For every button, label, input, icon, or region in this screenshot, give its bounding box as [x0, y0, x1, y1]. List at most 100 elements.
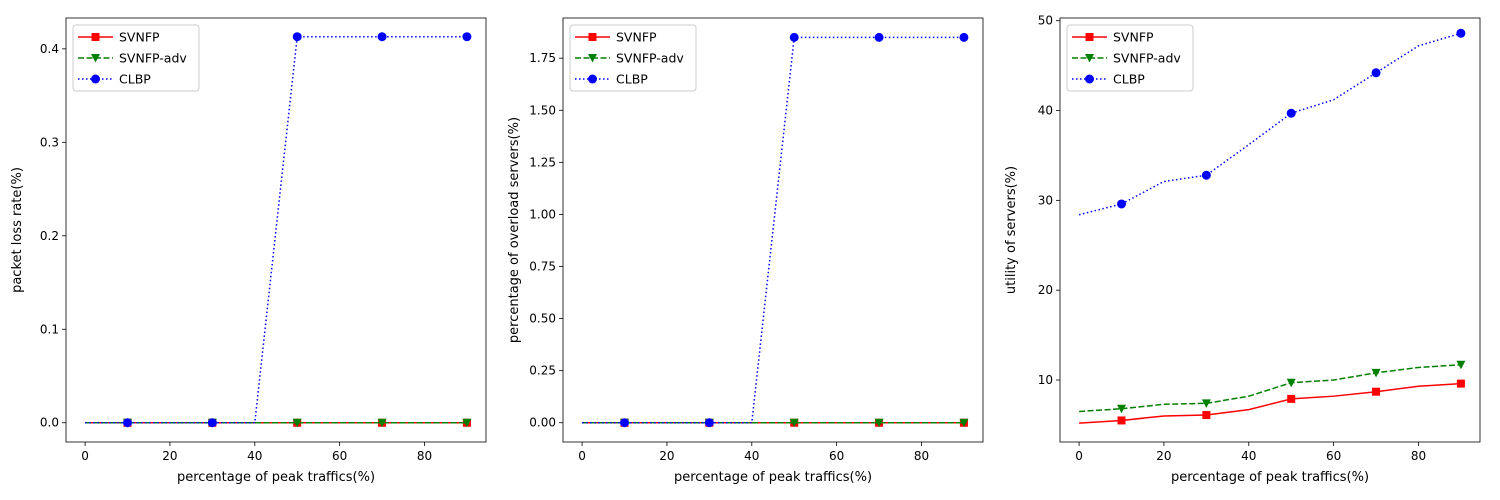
x-tick-label: 60 — [332, 449, 347, 463]
series-line-SVNFP-adv — [1079, 363, 1461, 413]
series-line-SVNFP — [1079, 382, 1461, 424]
y-tick-label: 0.75 — [529, 260, 556, 274]
data-point-CLBP — [1286, 108, 1296, 118]
x-tick-label: 40 — [744, 449, 759, 463]
legend-marker-SVNFP-adv — [91, 54, 100, 63]
x-tick-label: 20 — [659, 449, 674, 463]
y-tick-label: 0.4 — [40, 42, 59, 56]
y-tick-label: 10 — [1038, 373, 1053, 387]
x-tick-label: 40 — [1241, 449, 1256, 463]
x-tick-label: 60 — [1326, 449, 1341, 463]
data-point-CLBP — [292, 32, 302, 42]
y-tick-label: 0.3 — [40, 135, 59, 149]
x-tick-label: 0 — [578, 449, 586, 463]
x-axis-label: percentage of peak traffics(%) — [1171, 470, 1369, 485]
legend-marker-SVNFP — [1085, 33, 1094, 41]
legend-label: CLBP — [119, 72, 151, 87]
data-point-CLBP — [462, 32, 472, 42]
x-tick-label: 0 — [1075, 449, 1083, 463]
series-line-CLBP — [85, 35, 467, 424]
data-point-CLBP — [1117, 199, 1127, 209]
chart-panel-3: 0 20 40 60 80 10 20 30 40 50 percentage of peak tr… — [1004, 14, 1481, 485]
y-tick-label: 50 — [1038, 14, 1053, 28]
data-point-SVNFP-adv — [1371, 368, 1381, 378]
data-point-SVNFP-adv — [1201, 399, 1211, 408]
legend-box — [72, 24, 200, 92]
data-point-CLBP — [620, 418, 630, 428]
legend-marker-SVNFP — [91, 33, 100, 41]
x-tick-label: 40 — [247, 449, 262, 463]
legend-label: SVNFP — [1113, 30, 1154, 45]
data-point-SVNFP-adv — [874, 418, 884, 428]
data-point-CLBP — [704, 418, 714, 428]
data-point-SVNFP — [1287, 394, 1296, 403]
y-tick-label: 0.0 — [40, 416, 59, 430]
x-tick-label: 80 — [417, 449, 432, 463]
legend-label: SVNFP-adv — [119, 51, 187, 66]
data-point-CLBP — [1456, 28, 1466, 38]
data-point-SVNFP-adv — [1456, 360, 1466, 370]
legend-box — [569, 24, 697, 92]
legend-marker-CLBP — [91, 74, 100, 84]
data-point-SVNFP — [1202, 411, 1211, 420]
legend-marker-SVNFP-adv — [1085, 54, 1094, 63]
y-axis-label: percentage of overload servers(%) — [507, 117, 522, 343]
series-line-CLBP — [582, 36, 964, 424]
legend-marker-SVNFP — [588, 33, 597, 41]
legend: SVNFP SVNFP-adv CLBP — [72, 24, 200, 92]
series-line-CLBP — [1078, 32, 1462, 216]
y-tick-label: 0.1 — [40, 322, 59, 336]
chart-panel-2: 0 20 40 60 80 0.00 0.25 0.50 0.75 1.00 1.25 1.50 1.7… — [507, 17, 984, 485]
data-point-CLBP — [123, 418, 133, 428]
data-point-SVNFP-adv — [1286, 378, 1296, 388]
data-point-CLBP — [959, 32, 969, 42]
y-tick-label: 1.75 — [529, 51, 556, 65]
axes-frame — [1059, 17, 1481, 443]
legend-label: SVNFP — [119, 30, 160, 45]
y-axis-label: utility of servers(%) — [1004, 166, 1019, 294]
data-point-CLBP — [207, 418, 217, 428]
axes-frame — [65, 17, 487, 443]
x-tick-label: 0 — [81, 449, 89, 463]
x-axis-label: percentage of peak traffics(%) — [674, 470, 872, 485]
y-tick-label: 1.00 — [529, 207, 556, 221]
legend-label: SVNFP-adv — [1113, 51, 1181, 66]
y-axis-label: packet loss rate(%) — [10, 167, 25, 293]
data-point-SVNFP-adv — [959, 418, 969, 428]
data-point-SVNFP — [1456, 379, 1465, 388]
data-point-SVNFP-adv — [789, 418, 799, 428]
legend: SVNFP SVNFP-adv CLBP — [569, 24, 697, 92]
legend-label: SVNFP — [616, 30, 657, 45]
x-tick-label: 60 — [829, 449, 844, 463]
y-tick-label: 20 — [1038, 283, 1053, 297]
legend-box — [1066, 24, 1194, 92]
data-point-CLBP — [874, 32, 884, 42]
x-tick-label: 80 — [1411, 449, 1426, 463]
legend: SVNFP SVNFP-adv CLBP — [1066, 24, 1194, 92]
data-point-CLBP — [1201, 170, 1211, 180]
data-point-SVNFP — [1117, 416, 1126, 425]
y-tick-label: 0.50 — [529, 312, 556, 326]
legend-marker-CLBP — [1085, 74, 1094, 84]
data-point-SVNFP-adv — [1117, 404, 1127, 414]
x-axis-label: percentage of peak traffics(%) — [177, 470, 375, 485]
data-point-CLBP — [377, 32, 387, 42]
y-tick-label: 0.25 — [529, 364, 556, 378]
legend-label: CLBP — [616, 72, 648, 87]
y-tick-label: 30 — [1038, 193, 1053, 207]
data-point-CLBP — [1371, 68, 1381, 78]
y-tick-label: 1.50 — [529, 103, 556, 117]
legend-marker-SVNFP-adv — [588, 54, 597, 63]
x-tick-label: 80 — [914, 449, 929, 463]
data-point-SVNFP-adv — [462, 418, 472, 428]
data-point-SVNFP-adv — [377, 418, 387, 428]
axes-frame — [562, 17, 984, 443]
data-point-CLBP — [789, 32, 799, 42]
chart-panel-1: 0 20 40 60 80 0.0 0.1 0.2 0.3 0.4 percentage of pe… — [10, 17, 487, 485]
data-point-SVNFP-adv — [292, 418, 302, 428]
data-point-SVNFP — [1372, 387, 1381, 396]
y-tick-label: 1.25 — [529, 155, 556, 169]
legend-marker-CLBP — [588, 74, 597, 84]
y-tick-label: 0.00 — [529, 416, 556, 430]
